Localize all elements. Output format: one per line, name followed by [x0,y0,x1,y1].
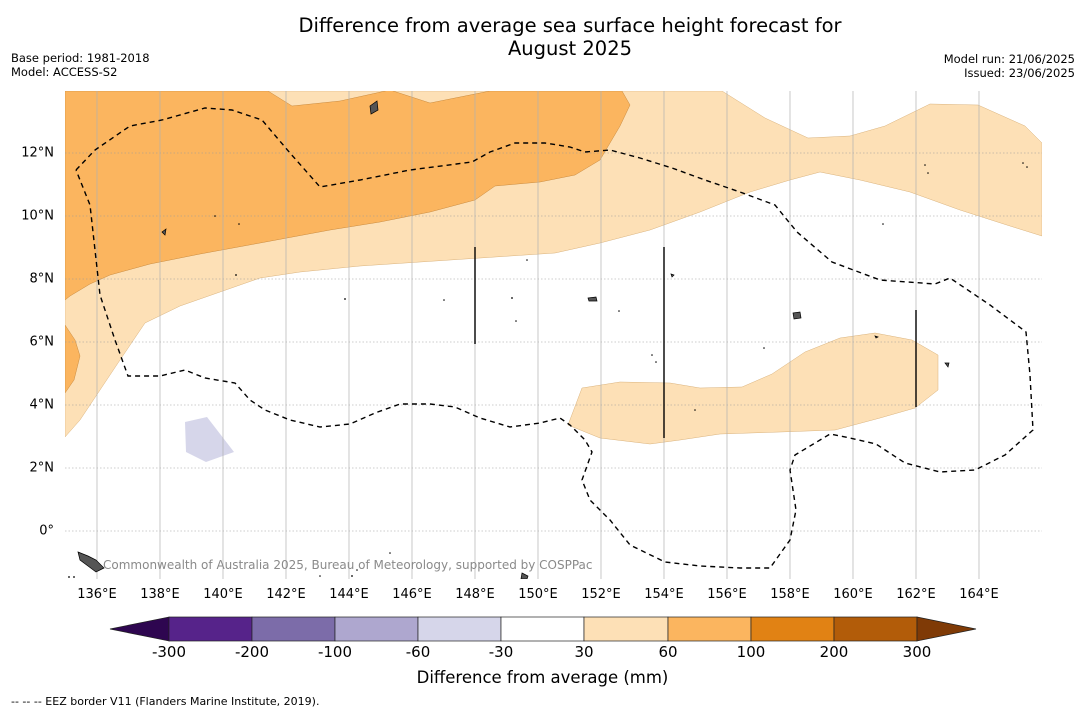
eez-border [75,107,1034,569]
colorbar-label: 30 [574,643,594,661]
model-run: Model run: 21/06/2025 [943,52,1075,66]
y-tick-label: 10°N [21,208,54,224]
x-tick-label: 138°E [140,587,180,602]
colorbar [109,616,977,642]
reference-lines [474,247,917,438]
x-tick-label: 154°E [644,587,684,602]
x-tick-label: 140°E [203,587,243,602]
anomaly-negative-patch [185,417,234,462]
island-pohnpei [792,311,802,320]
colorbar-bin-2 [251,616,336,642]
x-tick-label: 158°E [770,587,810,602]
base-period: Base period: 1981-2018 [11,51,150,65]
credit-text: Commonwealth of Australia 2025, Bureau o… [103,558,593,572]
colorbar-bin-5 [500,616,585,642]
island-manus [520,572,529,579]
meta-right: Model run: 21/06/2025 Issued: 23/06/2025 [944,52,1075,80]
colorbar-label: -100 [317,643,353,661]
colorbar-under-arrow [109,616,170,642]
island-dots [68,162,1028,578]
map-panel [65,91,1042,579]
colorbar-label: -60 [405,643,431,661]
island-small [161,228,167,236]
island-kosrae [944,362,950,368]
y-tick-label: 12°N [21,145,54,161]
colorbar-bin-9 [833,616,918,642]
anomaly-30-60-southeast [567,332,939,445]
x-tick-label: 146°E [392,587,432,602]
x-tick-label: 156°E [707,587,747,602]
colorbar-label: 300 [902,643,932,661]
x-tick-label: 150°E [518,587,558,602]
x-tick-label: 148°E [455,587,495,602]
colorbar-label: -30 [488,643,514,661]
colorbar-over-arrow [916,616,977,642]
x-tick-label: 162°E [896,587,936,602]
island-papua-west [77,551,105,573]
anomaly-60-100-north [65,91,631,301]
colorbar-label: 100 [736,643,766,661]
colorbar-label: 60 [658,643,678,661]
colorbar-label: 200 [819,643,849,661]
x-tick-label: 144°E [329,587,369,602]
colorbar-label: -200 [234,643,270,661]
x-tick-label: 160°E [833,587,873,602]
colorbar-bin-1 [168,616,253,642]
meta-left: Base period: 1981-2018 Model: ACCESS-S2 [11,51,150,79]
colorbar-bin-4 [417,616,502,642]
x-tick-label: 142°E [266,587,306,602]
island-tiny-1 [670,273,675,278]
x-tick-label: 136°E [77,587,117,602]
issued-date: Issued: 23/06/2025 [964,66,1075,80]
map-title: Difference from average sea surface heig… [0,14,1085,60]
islands [77,100,950,579]
colorbar-bin-7 [667,616,752,642]
model-name: Model: ACCESS-S2 [11,65,118,79]
y-tick-label: 8°N [29,271,55,287]
x-tick-label: 152°E [581,587,621,602]
x-tick-label: 164°E [959,587,999,602]
title-line-2: August 2025 [507,37,633,60]
colorbar-bin-8 [750,616,835,642]
island-chuuk [587,296,598,302]
y-tick-label: 6°N [29,334,55,350]
island-guam [369,100,379,115]
y-tick-label: 0° [39,523,54,539]
title-line-1: Difference from average sea surface heig… [298,14,842,37]
island-tiny-2 [874,335,879,339]
eez-footnote: -- -- -- EEZ border V11 (Flanders Marine… [11,695,320,708]
colorbar-title: Difference from average (mm) [416,668,669,687]
colorbar-bin-3 [334,616,419,642]
y-tick-label: 4°N [29,397,55,413]
colorbar-bin-6 [583,616,669,642]
colorbar-label: -300 [151,643,187,661]
y-tick-label: 2°N [29,460,55,476]
